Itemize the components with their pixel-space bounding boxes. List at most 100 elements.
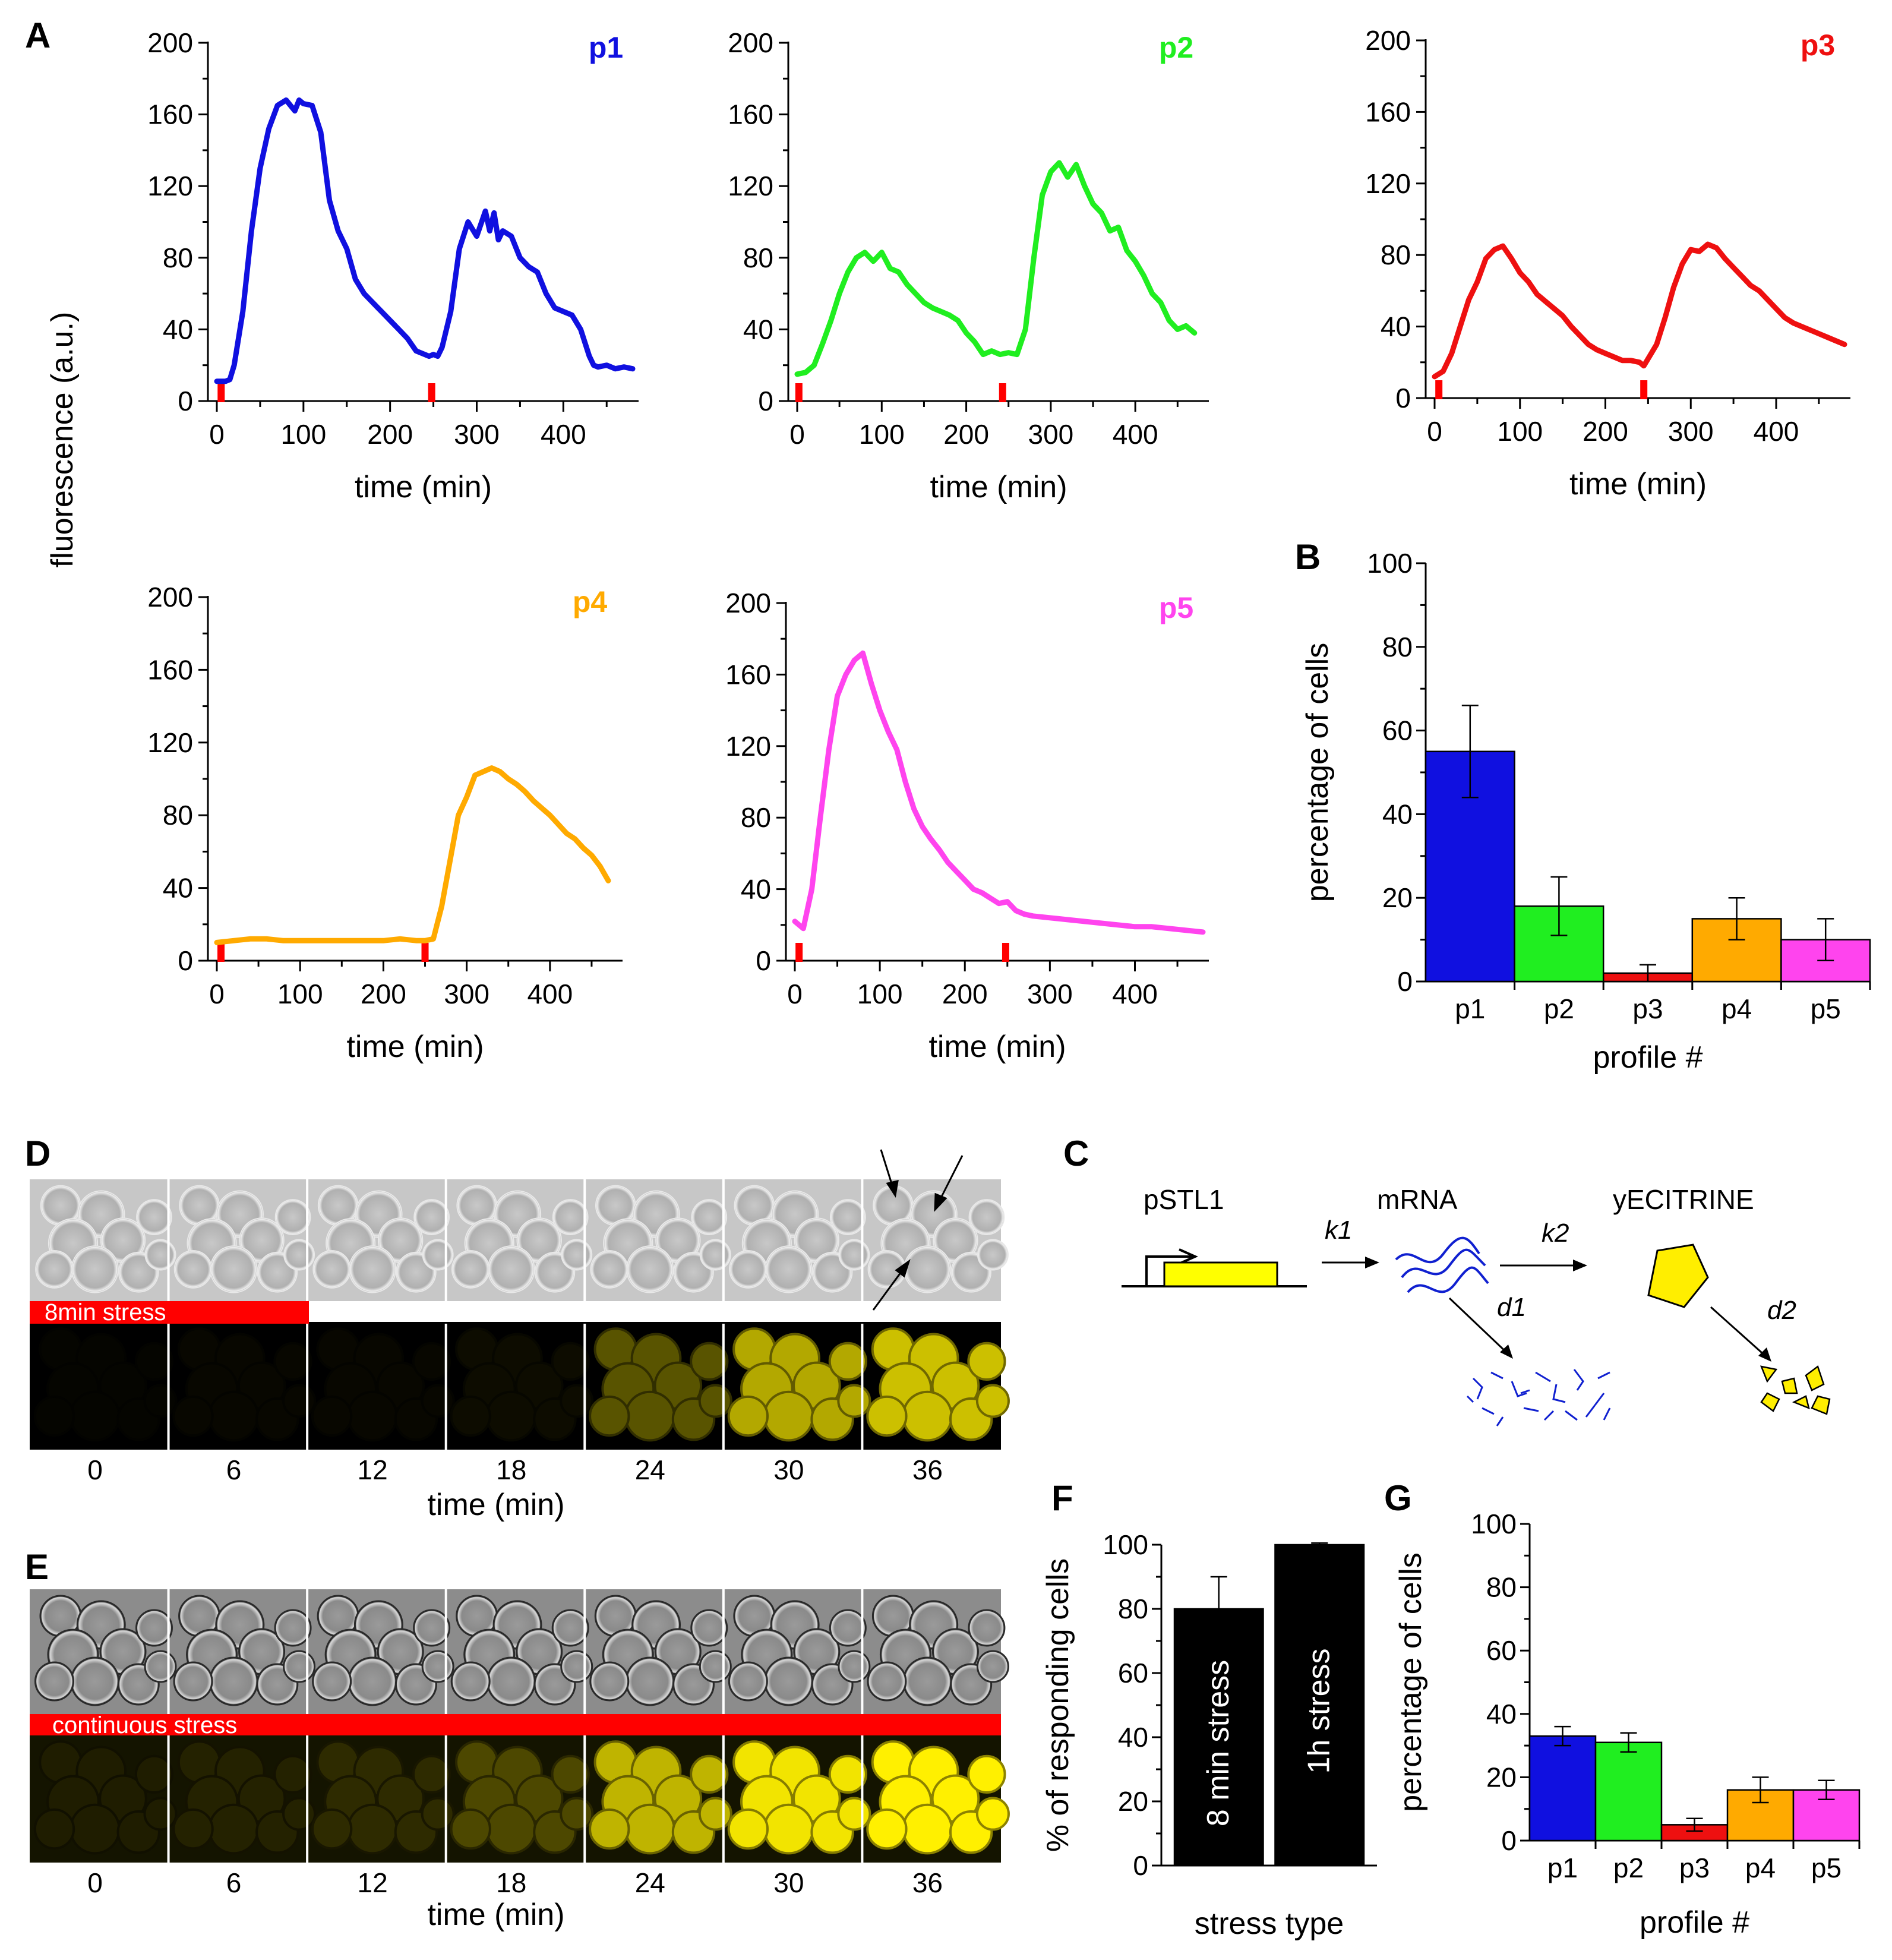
d-fl-cells-cell bbox=[902, 1390, 953, 1442]
e-bf-cells-cell bbox=[144, 1650, 177, 1683]
e-fl-cells-cell bbox=[143, 1797, 178, 1831]
e-fl-cells-cell bbox=[837, 1797, 871, 1831]
k1-label: k1 bbox=[1325, 1216, 1352, 1245]
panel-d-stress-label: 8min stress bbox=[45, 1299, 166, 1325]
p5-y-tick-label: 160 bbox=[725, 659, 771, 690]
F-y-tick-label: 100 bbox=[1103, 1529, 1148, 1560]
e-fl-cells-cell bbox=[282, 1797, 317, 1831]
bar-chart-f: 0 20 40 60 80 100 % of responding cells stress … bbox=[1041, 1529, 1377, 1941]
panel-label-f: F bbox=[1051, 1478, 1073, 1518]
e-fl-cells-cell bbox=[763, 1803, 814, 1855]
p5-y-tick-label: 120 bbox=[725, 731, 771, 762]
G-x-tick-label: p1 bbox=[1547, 1852, 1578, 1883]
d1-arrow bbox=[1448, 1297, 1510, 1356]
p4-y-tick-label: 0 bbox=[178, 945, 193, 976]
B-x-tick-label: p3 bbox=[1632, 993, 1663, 1024]
e-bf-cells-cell bbox=[560, 1650, 593, 1683]
mrna-label: mRNA bbox=[1377, 1184, 1458, 1215]
p2-x-tick-label: 100 bbox=[859, 419, 905, 450]
protein-fragments bbox=[1760, 1365, 1831, 1415]
p2-y-tick-label: 0 bbox=[758, 386, 773, 416]
G-bar-p1 bbox=[1528, 1735, 1597, 1842]
d-times-label: 0 bbox=[87, 1454, 103, 1485]
p4-x-tick-label: 0 bbox=[209, 979, 225, 1009]
p5-x-axis-label: time (min) bbox=[928, 1030, 1066, 1064]
e-fl-cells-cell bbox=[311, 1808, 353, 1850]
d-bf-cells-cell bbox=[144, 1239, 176, 1271]
panel-d-microscopy: 8min stress 0 6 12 18 24 30 36 time (min) bbox=[30, 1149, 1010, 1522]
d1-arrowhead bbox=[1500, 1344, 1513, 1359]
G-y-tick-label: 40 bbox=[1486, 1699, 1517, 1729]
panel-label-e: E bbox=[25, 1547, 49, 1587]
d-fl-cells-cell bbox=[33, 1395, 75, 1437]
d-fl-cells-cell bbox=[690, 1342, 729, 1381]
d-fl-cells-cell bbox=[69, 1390, 121, 1442]
p3-x-tick-label: 0 bbox=[1427, 416, 1442, 447]
panel-e-fluorescence-cells bbox=[33, 1740, 1010, 1855]
d-bf-cells-cell bbox=[968, 1199, 1005, 1235]
p3-stress-mark bbox=[1435, 380, 1443, 399]
bar-chart-g: 0 20 40 60 80 100 percentage of cells profile #… bbox=[1394, 1508, 1861, 1940]
p4-y-tick-label: 40 bbox=[163, 873, 193, 904]
d-fl-cells-cell bbox=[172, 1395, 214, 1437]
d-bf-cells-cell bbox=[283, 1239, 315, 1271]
p1-y-tick-label: 80 bbox=[163, 242, 193, 273]
d-bf-cells-cell bbox=[729, 1250, 767, 1289]
d2-label: d2 bbox=[1767, 1296, 1796, 1325]
d-fl-cells-cell bbox=[421, 1384, 455, 1418]
p4-y-tick-label: 160 bbox=[147, 654, 193, 685]
e-bf-cells-cell bbox=[699, 1650, 732, 1683]
p5-x-tick-label: 100 bbox=[857, 979, 903, 1009]
p1-stress-mark bbox=[217, 383, 225, 402]
line-chart-p4: 0 40 80 120 160 200 0 100 200 300 400 time (min) p4 bbox=[147, 582, 623, 1064]
e-fl-cells-cell bbox=[412, 1754, 451, 1794]
d-fl-cells-cell bbox=[273, 1342, 312, 1381]
panel-e-brightfield-cells bbox=[34, 1595, 1009, 1706]
e-fl-cells-cell bbox=[975, 1797, 1010, 1831]
e-bf-cells-cell bbox=[486, 1656, 536, 1706]
p5-series-line bbox=[792, 650, 1206, 935]
p5-stress-mark bbox=[1002, 943, 1009, 962]
d-bf-cells-cell bbox=[422, 1239, 454, 1271]
d2-arrow bbox=[1710, 1306, 1768, 1359]
G-x-tick-label: p5 bbox=[1811, 1852, 1842, 1883]
e-fl-cells-cell bbox=[172, 1808, 214, 1850]
e-bf-cells-cell bbox=[348, 1656, 397, 1706]
d-times-label: 36 bbox=[912, 1454, 943, 1485]
p4-x-tick-label: 300 bbox=[444, 979, 489, 1009]
e-fl-cells-cell bbox=[902, 1803, 953, 1855]
p5-y-tick-label: 0 bbox=[756, 945, 771, 976]
e-bf-cells-cell bbox=[34, 1661, 74, 1702]
p1-y-tick-label: 120 bbox=[147, 171, 193, 201]
protein-label: yECITRINE bbox=[1613, 1184, 1754, 1215]
e-fl-cells-cell bbox=[273, 1754, 312, 1794]
e-fl-cells-cell bbox=[33, 1808, 75, 1850]
d-bf-cells-cell bbox=[487, 1245, 535, 1293]
e-bf-cells-cell bbox=[976, 1650, 1009, 1683]
B-y-tick-label: 20 bbox=[1382, 882, 1413, 913]
B-y-tick-label: 80 bbox=[1382, 632, 1413, 662]
panel-e-stress-label: continuous stress bbox=[52, 1712, 237, 1738]
d-bf-cells-cell bbox=[71, 1245, 119, 1293]
p3-y-tick-label: 120 bbox=[1365, 168, 1411, 199]
e-times-label: 36 bbox=[912, 1867, 943, 1898]
e-times-label: 18 bbox=[496, 1867, 526, 1898]
p1-series-label: p1 bbox=[589, 31, 623, 64]
panel-d-arrows bbox=[872, 1149, 964, 1311]
B-y-tick-label: 0 bbox=[1397, 966, 1413, 997]
p2-x-tick-label: 0 bbox=[789, 419, 805, 450]
e-fl-cells-cell bbox=[551, 1754, 590, 1794]
d-fl-cells-cell bbox=[311, 1395, 353, 1437]
e-bf-cells-cell bbox=[413, 1609, 451, 1647]
B-x-tick-label: p1 bbox=[1455, 993, 1485, 1024]
e-bf-cells-cell bbox=[70, 1656, 120, 1706]
p4-x-tick-label: 200 bbox=[361, 979, 406, 1009]
e-bf-cells-cell bbox=[135, 1609, 173, 1647]
e-bf-cells-cell bbox=[728, 1661, 768, 1702]
promoter-arrowhead bbox=[1179, 1248, 1198, 1265]
d-fl-cells-cell bbox=[560, 1384, 594, 1418]
panel-d-time-labels: 0 6 12 18 24 30 36 bbox=[87, 1454, 943, 1485]
p1-x-axis-label: time (min) bbox=[355, 470, 492, 504]
d-fl-cells-cell bbox=[551, 1342, 590, 1381]
B-y-axis-label: percentage of cells bbox=[1300, 643, 1335, 902]
